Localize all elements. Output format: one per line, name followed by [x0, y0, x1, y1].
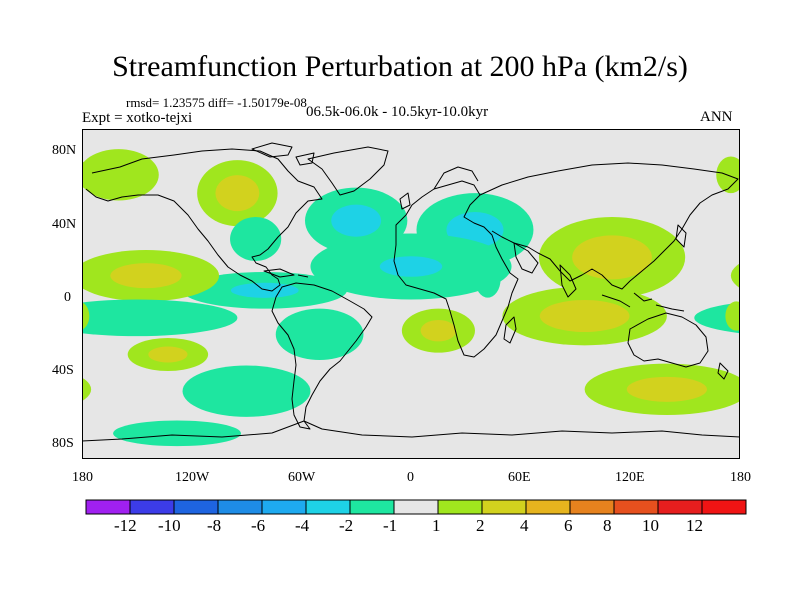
colorbar-label: -8 [207, 516, 222, 535]
colorbar-label: 6 [564, 516, 573, 535]
period-label: 06.5k-06.0k - 10.5kyr-10.0kyr [306, 104, 489, 120]
coast-new-zealand [717, 362, 729, 380]
colorbar-box [613, 499, 659, 515]
colorbar-box [349, 499, 395, 515]
anomaly-band [572, 235, 652, 280]
anomaly-band [110, 263, 182, 289]
lat-label-40n: 40N [52, 217, 77, 232]
experiment-label: Expt = xotko-tejxi [82, 110, 193, 126]
lon-label-120w: 120W [175, 470, 210, 485]
colorbar-box [657, 499, 703, 515]
coast-south-america [271, 282, 373, 430]
lon-label-60e: 60E [508, 470, 531, 485]
anomaly-band [275, 308, 364, 360]
coast-madagascar [503, 316, 517, 344]
anomaly-band [148, 346, 188, 363]
colorbar-box [525, 499, 571, 515]
anomaly-band [82, 149, 159, 201]
colorbar-label: 12 [686, 516, 703, 535]
stats-text: rmsd= 1.23575 diff= -1.50179e-08 [126, 95, 307, 110]
lat-label-40s: 40S [52, 363, 74, 378]
colorbar-label: -10 [158, 516, 181, 535]
anomaly-band [730, 263, 740, 289]
colorbar-label: 2 [476, 516, 485, 535]
coast-japan [675, 224, 687, 248]
anomaly-band [82, 302, 90, 330]
lat-label-80n: 80N [52, 143, 77, 158]
anomaly-band [725, 301, 740, 331]
anomaly-band [420, 319, 457, 342]
anomaly-band [82, 299, 238, 337]
lat-label-0: 0 [64, 290, 71, 305]
colorbar-box [261, 499, 307, 515]
anomaly-band [113, 420, 242, 447]
lon-label-60w: 60W [288, 470, 316, 485]
lon-label-0: 0 [407, 470, 414, 485]
anomaly-band [215, 175, 260, 212]
anomaly-band [230, 217, 282, 261]
colorbar-label: 8 [603, 516, 612, 535]
colorbar-box [393, 499, 439, 515]
coast-antarctica [82, 420, 740, 442]
colorbar-label: -6 [251, 516, 266, 535]
coast-greenland [307, 146, 389, 196]
colorbar-box [701, 499, 747, 515]
colorbar-box [173, 499, 219, 515]
coast-scandinavia [433, 166, 479, 190]
colorbar-box [217, 499, 263, 515]
colorbar-box [305, 499, 351, 515]
colorbar-label: -2 [339, 516, 354, 535]
anomaly-band [379, 256, 443, 277]
anomaly-band [82, 377, 92, 402]
anomaly-band [539, 300, 630, 332]
colorbar-label: 10 [642, 516, 659, 535]
map-frame [82, 129, 740, 459]
coastlines [82, 142, 740, 442]
anomaly-band [230, 282, 299, 298]
anomaly-band [474, 261, 501, 298]
season-label: ANN [700, 109, 733, 125]
coast-asia [479, 162, 739, 290]
anomaly-band [626, 376, 707, 402]
colorbar-box [85, 499, 131, 515]
colorbar-box [437, 499, 483, 515]
plot-title: Streamfunction Perturbation at 200 hPa (… [112, 50, 688, 83]
anomaly-band [82, 160, 88, 190]
anomaly-contours [82, 149, 740, 447]
coast-indonesia [601, 292, 685, 312]
colorbar-box [481, 499, 527, 515]
anomaly-band [331, 204, 382, 237]
coast-british-isles [399, 192, 411, 210]
colorbar-label: 4 [520, 516, 529, 535]
coast-australia [627, 312, 709, 368]
coast-north-america [85, 148, 323, 292]
coast-arabia-india [513, 242, 577, 298]
colorbar-box [569, 499, 615, 515]
lon-label-120e: 120E [615, 470, 645, 485]
lon-label-180e: 180 [730, 470, 751, 485]
lon-label-180w: 180 [72, 470, 93, 485]
coast-caribbean [263, 268, 309, 278]
coast-arctic-islands [251, 142, 315, 166]
colorbar-label: -4 [295, 516, 310, 535]
colorbar-label: -12 [114, 516, 137, 535]
coast-europe-africa [393, 180, 519, 358]
colorbar-label: 1 [432, 516, 441, 535]
colorbar-label: -1 [383, 516, 398, 535]
anomaly-band [182, 365, 311, 417]
lat-label-80s: 80S [52, 436, 74, 451]
colorbar-box [129, 499, 175, 515]
map-plot [82, 129, 740, 459]
